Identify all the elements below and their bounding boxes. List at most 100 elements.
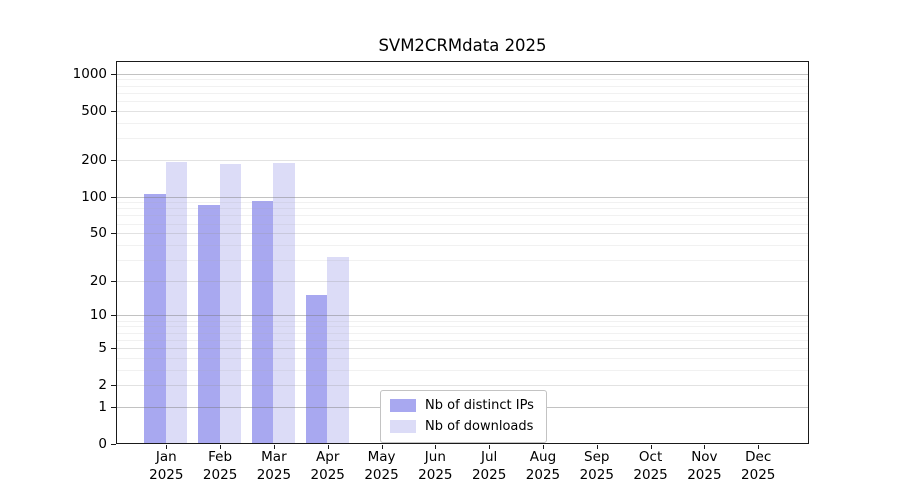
bar-downloads [219,163,242,444]
x-tick-year: 2025 [310,466,345,483]
y-tick-mark [111,385,116,386]
y-tick-label: 2 [98,377,107,394]
x-tick-year: 2025 [579,466,614,483]
x-tick-label: Jun 2025 [395,449,475,484]
gridline-minor [117,326,808,327]
legend-swatch-distinct-ips [390,399,416,412]
y-tick-label: 500 [81,102,107,119]
x-tick-mark [220,445,221,449]
gridline-minor [117,79,808,80]
x-tick-mark [597,445,598,449]
x-tick-month: May [367,449,396,465]
bars-layer [116,61,809,444]
gridline-minor [117,93,808,94]
y-tick-mark [111,233,116,234]
bar-downloads [327,256,349,444]
gridline-minor [117,370,808,371]
legend-label-downloads: Nb of downloads [425,419,534,434]
bar-distinct-ips [251,200,274,444]
gridline-minor [117,358,808,359]
x-tick-month: Nov [691,449,718,465]
y-tick-label: 200 [81,151,107,168]
x-tick-year: 2025 [202,466,238,483]
gridline-sub [117,233,808,234]
x-tick-mark [274,445,275,449]
gridline-minor [117,321,808,322]
x-tick-month: Jan [155,449,177,465]
x-tick-label: Dec 2025 [718,449,798,484]
x-tick-year: 2025 [256,466,292,483]
gridline-minor [117,245,808,246]
bar-distinct-ips [198,205,220,444]
x-tick-month: Dec [745,449,772,465]
gridline-sub [117,281,808,282]
x-tick-year: 2025 [741,466,776,483]
legend: Nb of distinct IPs Nb of downloads [380,390,547,443]
gridline-minor [117,208,808,209]
x-tick-year: 2025 [418,466,453,483]
gridline-minor [117,333,808,334]
x-tick-month: Jun [424,449,446,465]
gridline-minor [117,138,808,139]
x-tick-mark [328,445,329,449]
y-tick-label: 50 [89,225,107,242]
gridline-minor [117,123,808,124]
x-tick-month: Mar [261,449,287,465]
x-tick-month: Feb [208,449,233,465]
legend-item-distinct-ips: Nb of distinct IPs [390,395,540,416]
x-tick-year: 2025 [471,466,507,483]
x-tick-label: Nov 2025 [664,449,744,484]
y-tick-label: 5 [98,339,107,356]
x-tick-label: Jul 2025 [449,449,529,484]
x-tick-year: 2025 [687,466,722,483]
chart-title: SVM2CRMdata 2025 [378,36,547,55]
x-tick-label: Mar 2025 [234,449,314,484]
legend-swatch-downloads [390,420,416,433]
gridline-minor [117,224,808,225]
gridline-minor [117,86,808,87]
x-tick-month: Jul [481,449,498,465]
bar-downloads [273,162,295,444]
x-tick-mark [166,445,167,449]
x-tick-label: Apr 2025 [288,449,368,484]
legend-item-downloads: Nb of downloads [390,416,540,437]
x-tick-year: 2025 [364,466,399,483]
x-tick-mark [651,445,652,449]
y-tick-mark [111,111,116,112]
x-tick-mark [543,445,544,449]
gridline-major [117,74,808,75]
y-tick-mark [111,407,116,408]
gridline-sub [117,160,808,161]
y-tick-mark [111,197,116,198]
x-tick-label: Feb 2025 [180,449,260,484]
y-tick-label: 1 [98,398,107,415]
y-tick-label: 0 [98,436,107,452]
gridline-minor [117,101,808,102]
y-tick-mark [111,315,116,316]
gridline-sub [117,385,808,386]
y-tick-label: 10 [89,307,107,324]
gridline-minor [117,202,808,203]
x-tick-year: 2025 [525,466,561,483]
x-tick-month: Apr [316,449,340,465]
x-tick-month: Aug [529,449,557,465]
x-tick-month: Oct [638,449,663,465]
y-tick-label: 100 [81,188,107,205]
bar-downloads [165,162,188,444]
legend-label-distinct-ips: Nb of distinct IPs [425,398,534,413]
gridline-major [117,197,808,198]
grid-layer [116,61,809,444]
x-tick-year: 2025 [633,466,668,483]
y-tick-mark [111,348,116,349]
bar-distinct-ips [144,193,166,444]
y-tick-mark [111,444,116,445]
x-tick-mark [704,445,705,449]
gridline-sub [117,348,808,349]
x-tick-mark [758,445,759,449]
gridline-sub [117,111,808,112]
x-tick-mark [489,445,490,449]
x-tick-label: Aug 2025 [503,449,583,484]
bar-distinct-ips [305,295,328,444]
